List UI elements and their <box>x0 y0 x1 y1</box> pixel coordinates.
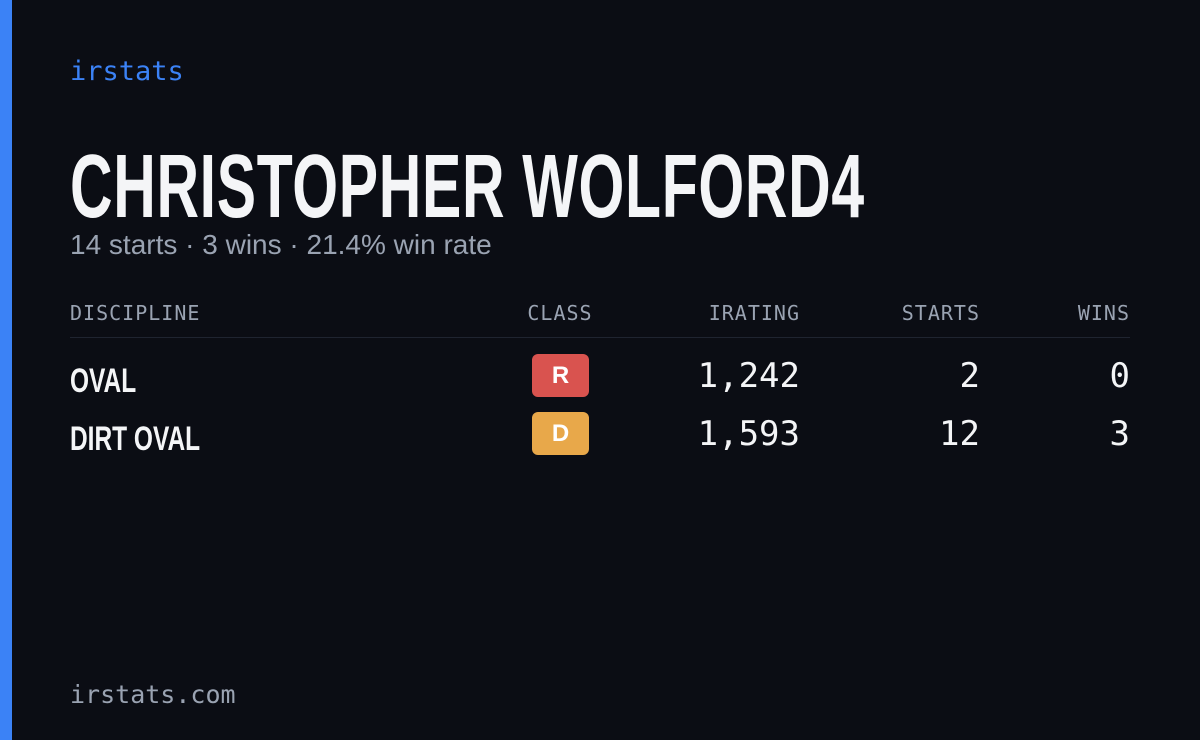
column-header: CLASS <box>527 301 593 325</box>
cell-value: 1,242 <box>697 356 800 396</box>
accent-bar <box>0 0 12 740</box>
column-header: STARTS <box>901 301 980 325</box>
cell-value: 2 <box>959 356 980 396</box>
cell-value: 1,593 <box>697 414 800 454</box>
discipline: OVAL <box>70 362 137 400</box>
class-badge: R <box>532 354 589 397</box>
summary: 14 starts · 3 wins · 21.4% win rate <box>70 229 492 260</box>
column-header: WINS <box>1077 301 1130 325</box>
footer: irstats.com <box>70 680 236 709</box>
cell-value: 3 <box>1109 414 1130 454</box>
header-rule <box>70 337 1130 338</box>
cell-value: 12 <box>939 414 980 454</box>
player-name: CHRISTOPHER WOLFORD4 <box>70 137 865 237</box>
discipline: DIRT OVAL <box>70 420 201 458</box>
cell-value: 0 <box>1109 356 1130 396</box>
brand: irstats <box>70 56 184 87</box>
column-header: DISCIPLINE <box>70 301 201 325</box>
column-header: IRATING <box>708 301 800 325</box>
class-badge: D <box>532 412 589 455</box>
